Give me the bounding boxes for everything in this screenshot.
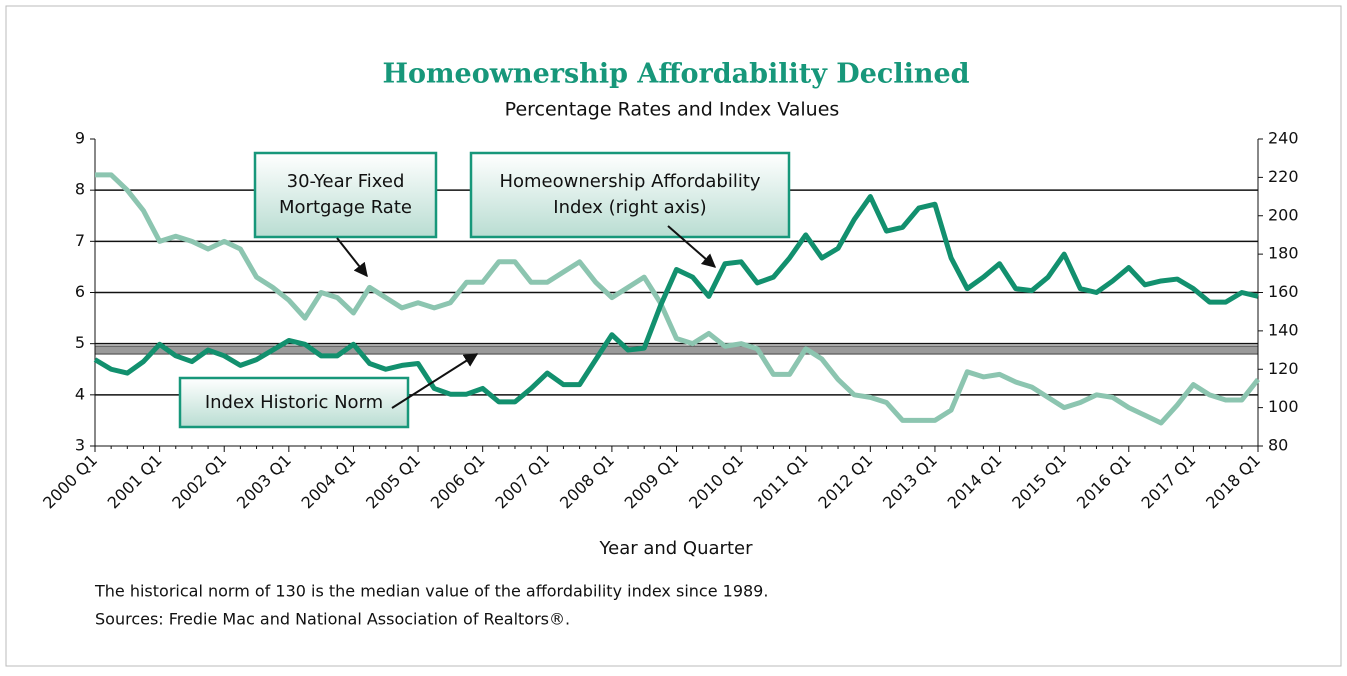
annotation-box	[253, 151, 438, 239]
x-tick-label: 2006 Q1	[427, 451, 489, 513]
y2-tick-label: 180	[1268, 244, 1299, 263]
y-tick-label: 4	[75, 384, 85, 403]
annotation-box	[178, 376, 410, 429]
series-line	[93, 194, 1259, 405]
chart-title: Homeownership Affordability Declined	[382, 59, 969, 90]
x-tick-label: 2008 Q1	[556, 451, 618, 513]
x-tick-label: 2005 Q1	[362, 451, 424, 513]
arrow	[336, 237, 368, 278]
x-tick-label: 2004 Q1	[298, 451, 360, 513]
y-tick-label: 5	[75, 333, 85, 352]
chart-subtitle: Percentage Rates and Index Values	[505, 99, 840, 121]
y2-tick-label: 200	[1268, 205, 1299, 224]
y-tick-label: 9	[75, 129, 85, 148]
annotation-text: 30-Year Fixed	[287, 171, 405, 192]
x-tick-label: 2010 Q1	[685, 451, 747, 513]
y2-tick-label: 120	[1268, 359, 1299, 378]
x-tick-label: 2000 Q1	[39, 451, 101, 513]
y-tick-label: 3	[75, 436, 85, 455]
x-tick-label: 2003 Q1	[233, 451, 295, 513]
note: The historical norm of 130 is the median…	[94, 582, 768, 601]
y-tick-label: 7	[75, 231, 85, 250]
x-tick-label: 2013 Q1	[879, 451, 941, 513]
annotation-text: Homeownership Affordability	[499, 171, 760, 192]
x-tick-label: 2007 Q1	[491, 451, 553, 513]
x-tick-label: 2014 Q1	[944, 451, 1006, 513]
x-tick-label: 2001 Q1	[104, 451, 166, 513]
annotation-text: Mortgage Rate	[279, 197, 412, 218]
y2-tick-label: 140	[1268, 320, 1299, 339]
annotation-box	[469, 151, 791, 239]
y2-tick-label: 240	[1268, 129, 1299, 148]
series-line	[95, 172, 1260, 426]
x-tick-label: 2002 Q1	[168, 451, 230, 513]
y-tick-label: 8	[75, 180, 85, 199]
x-tick-label: 2009 Q1	[621, 451, 683, 513]
x-tick-label: 2018 Q1	[1202, 451, 1264, 513]
annotation-text: Index Historic Norm	[205, 392, 383, 413]
arrow	[667, 225, 717, 268]
y2-tick-label: 220	[1268, 167, 1299, 186]
x-tick-label: 2017 Q1	[1137, 451, 1199, 513]
x-axis-label: Year and Quarter	[599, 538, 754, 559]
x-tick-label: 2015 Q1	[1008, 451, 1070, 513]
annotation-text: Index (right axis)	[553, 197, 706, 218]
y-tick-label: 6	[75, 282, 85, 301]
y2-tick-label: 100	[1268, 397, 1299, 416]
y2-tick-label: 80	[1268, 436, 1288, 455]
x-tick-label: 2012 Q1	[814, 451, 876, 513]
x-tick-label: 2016 Q1	[1073, 451, 1135, 513]
y2-tick-label: 160	[1268, 282, 1299, 301]
arrow	[391, 353, 479, 409]
frame	[5, 5, 1342, 667]
x-tick-label: 2011 Q1	[750, 451, 812, 513]
note: Sources: Fredie Mac and National Associa…	[95, 610, 570, 629]
